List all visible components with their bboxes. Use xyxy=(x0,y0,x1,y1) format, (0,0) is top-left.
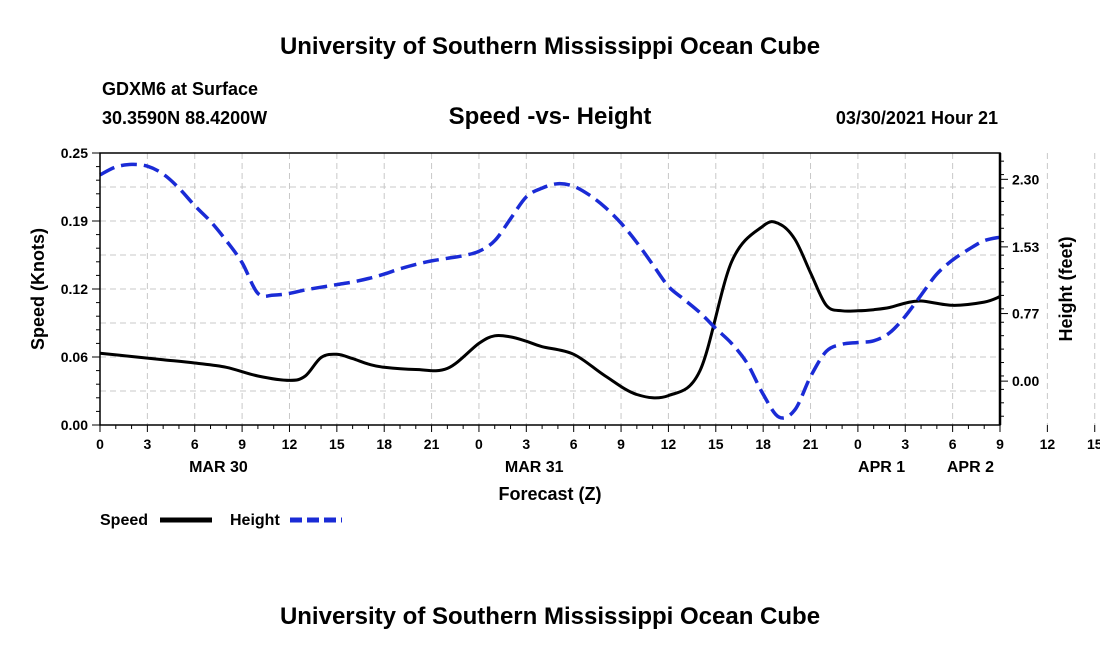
x-tick-label: 15 xyxy=(329,436,345,452)
x-tick-label: 6 xyxy=(191,436,199,452)
y2-tick-label: 0.77 xyxy=(1012,306,1039,322)
coords-label: 30.3590N 88.4200W xyxy=(102,108,267,128)
y2-tick-label: 0.00 xyxy=(1012,373,1039,389)
y2-axis-label: Height (feet) xyxy=(1056,237,1076,342)
legend-height-label: Height xyxy=(230,512,280,529)
chart-title: Speed -vs- Height xyxy=(449,103,652,130)
x-tick-label: 0 xyxy=(854,436,862,452)
station-label: GDXM6 at Surface xyxy=(102,79,258,99)
x-tick-label: 21 xyxy=(803,436,819,452)
x-tick-label: 9 xyxy=(238,436,246,452)
x-tick-label: 0 xyxy=(475,436,483,452)
x-tick-label: 9 xyxy=(996,436,1004,452)
x-tick-label: 18 xyxy=(376,436,392,452)
day-label: APR 1 xyxy=(858,459,905,476)
x-tick-label: 3 xyxy=(901,436,909,452)
day-label: MAR 30 xyxy=(189,459,248,476)
x-tick-label: 21 xyxy=(424,436,440,452)
x-tick-label: 18 xyxy=(755,436,771,452)
height-series-line xyxy=(99,162,1001,420)
x-tick-label: 0 xyxy=(96,436,104,452)
speed-series-line xyxy=(99,220,1001,400)
x-tick-label: 9 xyxy=(617,436,625,452)
day-label: APR 2 xyxy=(947,459,994,476)
x-axis-label: Forecast (Z) xyxy=(498,484,601,504)
footer-title: University of Southern Mississippi Ocean… xyxy=(280,603,820,630)
x-tick-label: 12 xyxy=(1040,436,1056,452)
y-tick-label: 0.12 xyxy=(61,281,88,297)
legend: Speed Height xyxy=(100,512,342,529)
y-tick-label: 0.06 xyxy=(61,349,88,365)
x-tick-label: 15 xyxy=(1087,436,1100,452)
x-tick-label: 12 xyxy=(282,436,298,452)
x-tick-label: 6 xyxy=(570,436,578,452)
grid-lines xyxy=(100,153,1096,425)
x-tick-label: 3 xyxy=(522,436,530,452)
legend-speed-label: Speed xyxy=(100,512,148,529)
y2-tick-label: 1.53 xyxy=(1012,239,1039,255)
x-tick-label: 6 xyxy=(949,436,957,452)
y-axis-label: Speed (Knots) xyxy=(28,228,48,350)
y2-tick-label: 2.30 xyxy=(1012,171,1039,187)
x-tick-label: 15 xyxy=(708,436,724,452)
y-tick-label: 0.19 xyxy=(61,213,88,229)
y-tick-label: 0.25 xyxy=(61,145,88,161)
date-label: 03/30/2021 Hour 21 xyxy=(836,108,998,128)
axis-ticks: 036912151821036912151821036912151821036M… xyxy=(61,145,1100,476)
x-tick-label: 3 xyxy=(143,436,151,452)
day-label: MAR 31 xyxy=(505,459,564,476)
x-tick-label: 12 xyxy=(661,436,677,452)
main-title: University of Southern Mississippi Ocean… xyxy=(280,33,820,60)
series-layer xyxy=(99,162,1001,420)
y-tick-label: 0.00 xyxy=(61,417,88,433)
